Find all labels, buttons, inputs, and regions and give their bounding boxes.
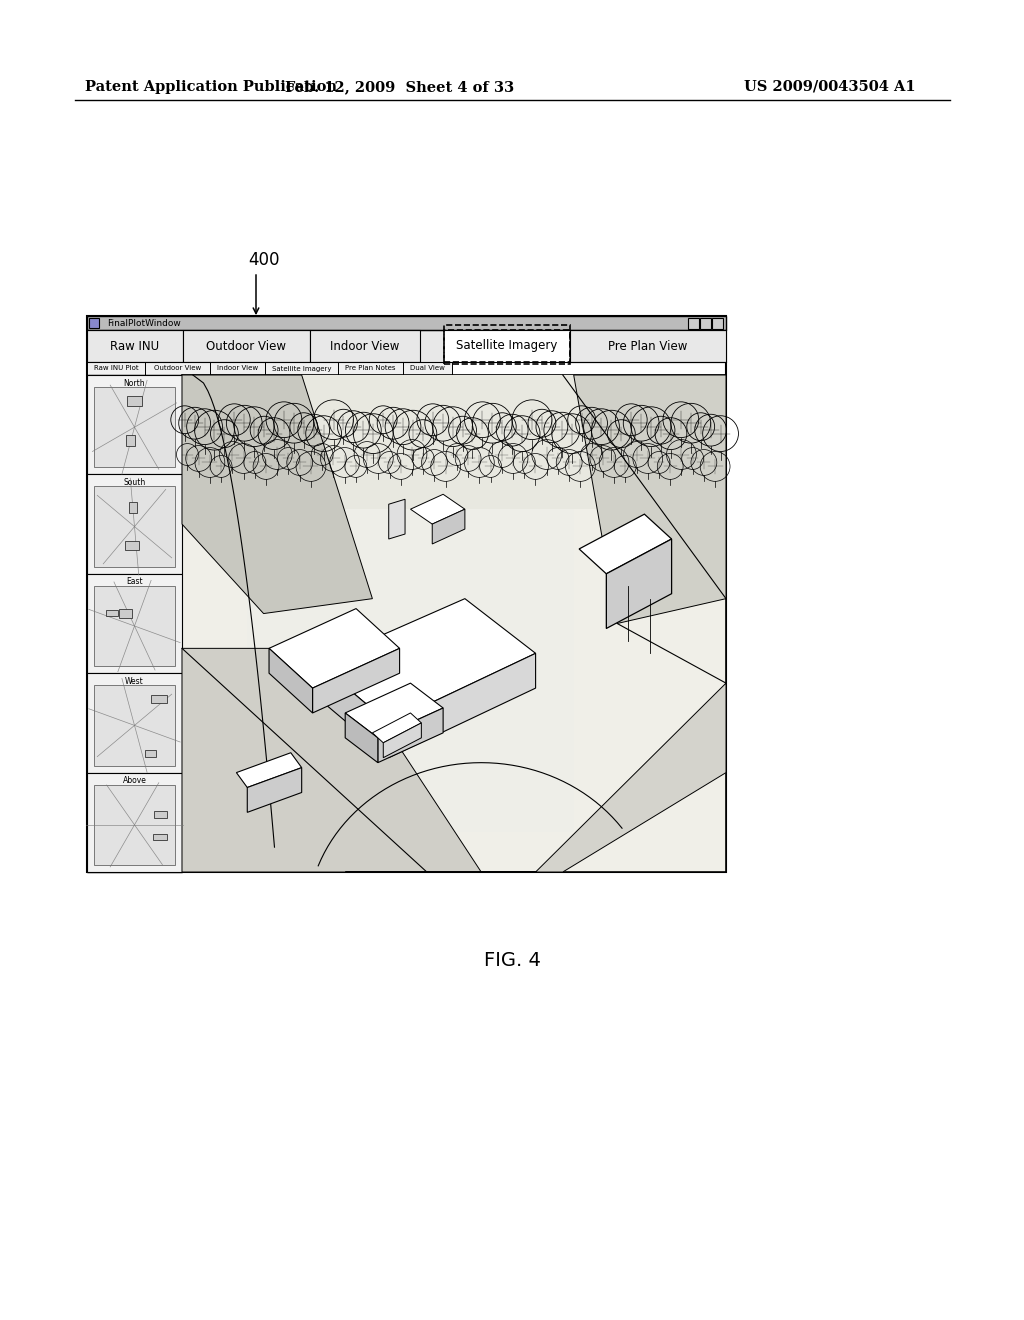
Polygon shape <box>312 648 399 713</box>
Text: East: East <box>126 577 142 586</box>
Polygon shape <box>345 684 726 873</box>
Text: Raw INU: Raw INU <box>111 339 160 352</box>
Bar <box>127 396 142 405</box>
Text: FinalPlotWindow: FinalPlotWindow <box>106 318 181 327</box>
Text: Indoor View: Indoor View <box>217 366 258 371</box>
Polygon shape <box>269 648 312 713</box>
Bar <box>89 318 99 327</box>
Text: Indoor View: Indoor View <box>331 339 399 352</box>
Text: Outdoor View: Outdoor View <box>207 339 287 352</box>
Polygon shape <box>182 375 373 614</box>
Polygon shape <box>432 510 465 544</box>
Polygon shape <box>411 494 465 524</box>
Bar <box>94 685 175 766</box>
Text: Satellite Imagery: Satellite Imagery <box>271 366 331 371</box>
Polygon shape <box>383 723 421 758</box>
Polygon shape <box>345 713 378 763</box>
Text: Above: Above <box>123 776 146 785</box>
Bar <box>87 315 726 873</box>
Polygon shape <box>318 599 536 723</box>
Polygon shape <box>606 539 672 628</box>
Bar <box>310 330 420 362</box>
Bar <box>87 330 183 362</box>
Bar <box>94 486 175 566</box>
Polygon shape <box>318 663 389 758</box>
Bar <box>94 784 175 865</box>
Bar <box>119 609 132 618</box>
Bar <box>183 330 310 362</box>
Bar <box>338 362 403 375</box>
Bar <box>444 330 570 362</box>
Text: Satellite Imagery: Satellite Imagery <box>457 339 558 352</box>
Polygon shape <box>182 375 726 510</box>
Bar <box>444 325 570 364</box>
Bar <box>87 673 182 772</box>
Bar <box>570 330 726 362</box>
Bar <box>210 362 265 375</box>
Bar <box>155 812 167 818</box>
Text: Feb. 12, 2009  Sheet 4 of 33: Feb. 12, 2009 Sheet 4 of 33 <box>286 81 515 94</box>
Bar <box>87 315 726 330</box>
Polygon shape <box>247 768 302 812</box>
Text: FIG. 4: FIG. 4 <box>483 950 541 969</box>
Polygon shape <box>373 713 421 743</box>
Bar <box>153 834 167 840</box>
Bar <box>152 694 167 704</box>
Bar <box>87 375 182 474</box>
Bar <box>265 362 338 375</box>
Polygon shape <box>269 609 399 688</box>
Bar <box>87 362 145 375</box>
Polygon shape <box>389 653 536 758</box>
Text: Raw INU Plot: Raw INU Plot <box>93 366 138 371</box>
Bar <box>403 362 452 375</box>
Text: South: South <box>123 478 145 487</box>
Bar <box>87 772 182 873</box>
Bar <box>94 387 175 467</box>
Polygon shape <box>182 648 481 873</box>
Bar <box>145 362 210 375</box>
Bar <box>87 315 726 330</box>
Polygon shape <box>247 414 573 832</box>
Bar <box>712 318 723 329</box>
Text: Pre Plan Notes: Pre Plan Notes <box>345 366 395 371</box>
Text: Outdoor View: Outdoor View <box>154 366 201 371</box>
Bar <box>87 375 726 873</box>
Polygon shape <box>378 708 443 763</box>
Text: North: North <box>124 379 145 388</box>
Bar <box>145 750 156 756</box>
Text: West: West <box>125 677 144 685</box>
Bar <box>87 375 182 873</box>
Text: Pre Plan View: Pre Plan View <box>608 339 688 352</box>
Text: 400: 400 <box>248 251 280 269</box>
Bar <box>87 574 182 673</box>
Bar <box>182 375 726 873</box>
Text: Dual View: Dual View <box>410 366 445 371</box>
Bar <box>106 610 118 616</box>
Text: US 2009/0043504 A1: US 2009/0043504 A1 <box>744 81 915 94</box>
Polygon shape <box>573 375 726 623</box>
Polygon shape <box>345 684 443 738</box>
Text: Patent Application Publication: Patent Application Publication <box>85 81 337 94</box>
Bar <box>87 474 182 574</box>
Bar <box>126 436 135 446</box>
Bar <box>688 318 699 329</box>
Polygon shape <box>237 752 302 788</box>
Bar <box>125 541 139 550</box>
Bar <box>94 586 175 667</box>
Bar <box>129 502 137 513</box>
Bar <box>87 330 726 362</box>
Polygon shape <box>580 515 672 574</box>
Bar <box>700 318 711 329</box>
Polygon shape <box>389 499 406 539</box>
